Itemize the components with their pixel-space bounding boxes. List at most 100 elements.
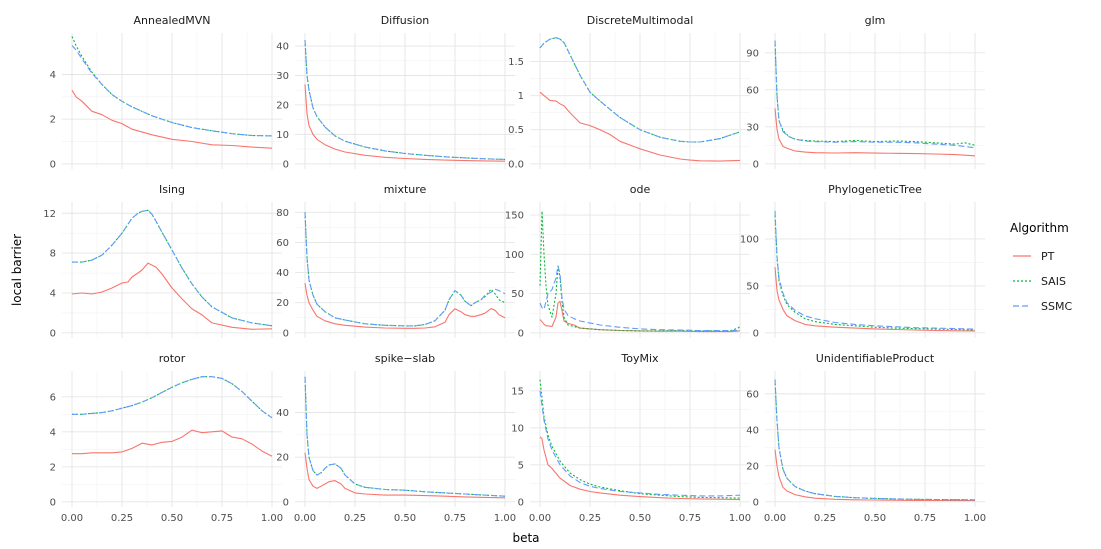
legend-item-sais: SAIS [1013, 275, 1066, 288]
series-line-pt [304, 283, 506, 329]
series-lines [774, 379, 976, 502]
series-lines [774, 210, 976, 332]
panel-11: ToyMix 0 5 10 15 0.00 0.25 0.50 0.75 1.00 [511, 352, 751, 524]
y-tick-label: 8 [50, 249, 56, 260]
panel-title: Diffusion [381, 14, 430, 27]
x-tick-label: 0.00 [61, 513, 83, 524]
series-lines [304, 40, 506, 162]
legend-label: SAIS [1041, 275, 1066, 288]
panel-title: PhylogeneticTree [828, 183, 922, 196]
series-line-sais [774, 40, 976, 146]
y-tick-label: 20 [276, 453, 289, 464]
panel-title: AnnealedMVN [133, 14, 210, 27]
series-line-ssmc [539, 265, 740, 332]
series-line-pt [774, 108, 976, 157]
x-tick-label: 0.25 [111, 513, 133, 524]
y-tick-label: 10 [276, 130, 289, 141]
panel-title: glm [865, 14, 886, 27]
series-line-sais [304, 376, 506, 497]
x-tick-label: 0.00 [529, 513, 551, 524]
y-tick-label: 20 [276, 100, 289, 111]
series-lines [539, 37, 741, 162]
y-tick-label: 80 [276, 208, 289, 219]
x-tick-label: 0.25 [814, 513, 836, 524]
y-axis-title: local barrier [10, 234, 24, 306]
y-tick-label: 4 [50, 427, 56, 438]
x-tick-label: 1.00 [261, 513, 283, 524]
y-tick-label: 60 [746, 85, 759, 96]
series-line-pt [539, 436, 741, 501]
x-axis-title: beta [512, 531, 539, 545]
panel-9: rotor 0 2 4 6 0.00 0.25 0.50 0.75 1.00 [50, 352, 284, 524]
panel-title: DiscreteMultimodal [587, 14, 694, 27]
series-line-ssmc [71, 45, 273, 137]
series-lines [539, 210, 741, 333]
y-tick-label: 15 [511, 386, 524, 397]
y-tick-label: 12 [43, 209, 56, 220]
y-tick-label: 60 [746, 389, 759, 400]
legend-label: SSMC [1041, 300, 1072, 313]
series-line-sais [774, 215, 976, 331]
series-line-ssmc [72, 209, 273, 327]
x-tick-label: 0.50 [394, 513, 416, 524]
panel-grid: AnnealedMVN024Diffusion010203040Discrete… [43, 14, 986, 524]
series-line-pt [304, 84, 506, 162]
x-tick-label: 1.00 [729, 513, 751, 524]
y-tick-label: 90 [746, 48, 759, 59]
series-line-pt [304, 452, 506, 499]
y-tick-label: 100 [505, 250, 524, 261]
legend-item-pt: PT [1013, 250, 1055, 263]
y-tick-label: 0 [518, 497, 524, 508]
panel-title: Ising [159, 183, 185, 196]
series-lines [304, 376, 506, 499]
y-tick-label: 0 [753, 328, 759, 339]
x-tick-label: 1.00 [964, 513, 986, 524]
y-tick-label: 0.0 [508, 159, 524, 170]
y-tick-label: 0 [283, 497, 289, 508]
x-tick-label: 0.00 [294, 513, 316, 524]
panel-title: spike−slab [375, 352, 435, 365]
y-tick-label: 0 [50, 159, 56, 170]
panel-4: glm 0 30 60 90 [746, 14, 985, 170]
y-tick-label: 4 [50, 70, 56, 81]
y-tick-label: 5 [518, 460, 524, 471]
series-line-ssmc [72, 376, 273, 419]
y-tick-label: 30 [746, 122, 759, 133]
series-line-ssmc [304, 376, 506, 497]
x-tick-label: 0.50 [864, 513, 886, 524]
y-tick-label: 50 [746, 281, 759, 292]
series-line-ssmc [774, 40, 976, 149]
series-line-pt [774, 449, 975, 502]
series-lines [774, 40, 976, 157]
y-tick-label: 0 [518, 328, 524, 339]
panel-2: Diffusion 0 10 20 30 40 [276, 14, 515, 170]
panel-12: UnidentifiableProduct 0 20 40 60 0.00 0.25 0.50… [746, 352, 986, 524]
series-line-pt [72, 429, 273, 457]
legend-label: PT [1041, 250, 1055, 263]
y-tick-label: 1.5 [508, 57, 524, 68]
panel-3: DiscreteMultimodal 0.0 0.5 1 1.5 [508, 14, 750, 170]
y-tick-label: 0 [283, 328, 289, 339]
y-tick-label: 30 [276, 71, 289, 82]
series-line-ssmc [539, 37, 741, 143]
y-tick-label: 40 [276, 268, 289, 279]
legend-items: PT SAIS SSMC [1013, 250, 1072, 313]
series-line-ssmc [304, 40, 506, 160]
x-tick-label: 0.50 [629, 513, 651, 524]
series-line-pt [71, 262, 273, 330]
panel-10: spike−slab 0 20 40 0.00 0.25 0.50 0.75 1.00 [276, 352, 516, 524]
y-tick-label: 0 [753, 159, 759, 170]
panel-1: AnnealedMVN 0 2 4 [50, 14, 282, 170]
series-line-pt [539, 300, 741, 333]
panel-title: rotor [159, 352, 186, 365]
x-tick-label: 0.75 [914, 513, 936, 524]
y-tick-label: 0 [283, 159, 289, 170]
y-tick-label: 0 [753, 497, 759, 508]
legend: Algorithm PT SAIS SSMC [1010, 221, 1072, 313]
y-tick-label: 10 [511, 423, 524, 434]
y-tick-label: 150 [505, 211, 524, 222]
y-tick-label: 2 [50, 462, 56, 473]
panel-title: ode [630, 183, 651, 196]
y-tick-label: 60 [276, 238, 289, 249]
x-tick-label: 0.75 [679, 513, 701, 524]
